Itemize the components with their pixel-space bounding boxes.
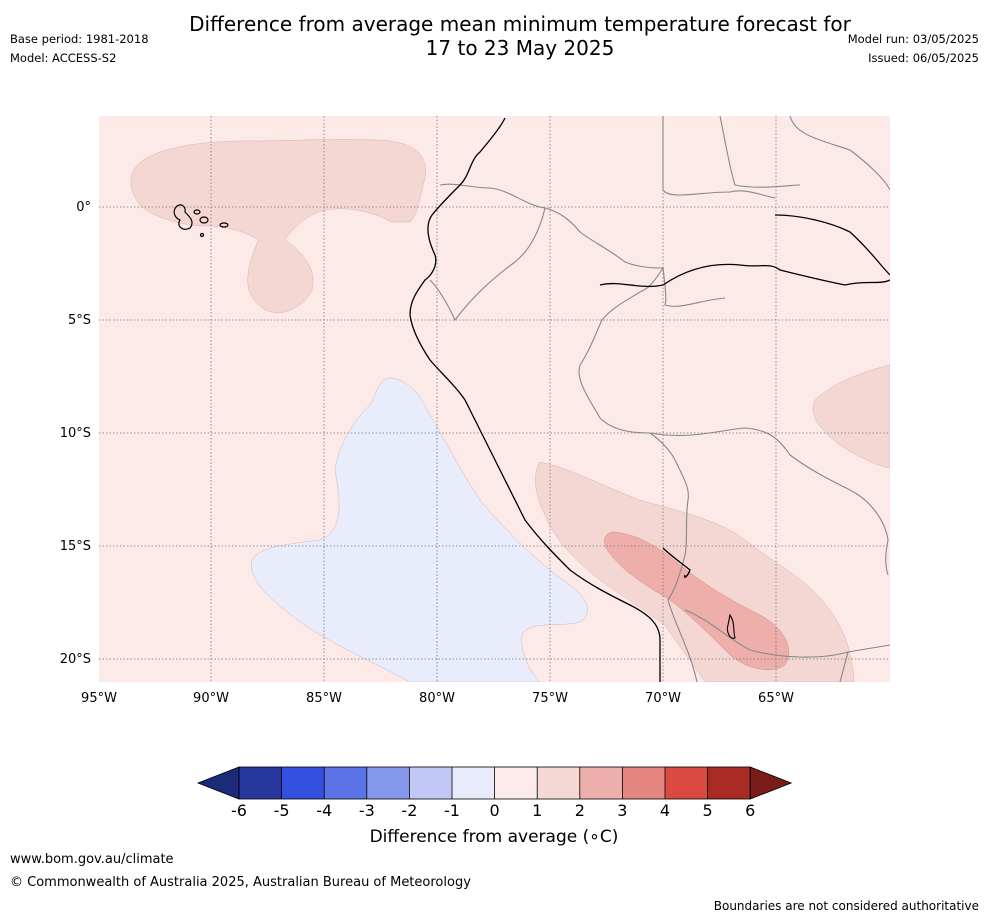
- lon-label: 75°W: [532, 691, 568, 706]
- colorbar-tick-label: 4: [660, 801, 670, 820]
- colorbar-swatch: [537, 767, 580, 799]
- colorbar-swatch: [665, 767, 708, 799]
- colorbar-tick-label: -6: [231, 801, 247, 820]
- model-name-text: Model: ACCESS-S2: [10, 51, 117, 65]
- colorbar-tick-label: -2: [401, 801, 417, 820]
- lon-label: 65°W: [758, 691, 794, 706]
- warm-anomaly-region-east: [812, 364, 890, 469]
- website-url: www.bom.gov.au/climate: [10, 852, 174, 867]
- colorbar-swatch: [324, 767, 367, 799]
- colorbar-swatch: [579, 767, 623, 799]
- colorbar-tick-label: -5: [274, 801, 290, 820]
- galapagos-islands: [173, 204, 229, 238]
- colorbar-swatch: [409, 767, 452, 799]
- issued-date-text: Issued: 06/05/2025: [868, 51, 979, 65]
- colorbar-swatch: [281, 767, 325, 799]
- colorbar-ticks: -6 -5 -4 -3 -2 -1 0 1 2 3 4 5 6: [231, 767, 755, 820]
- lat-label: 15°S: [60, 539, 91, 554]
- colorbar-swatch: [622, 767, 665, 799]
- colorbar-tick-label: 1: [532, 801, 542, 820]
- colorbar-tick-label: 0: [490, 801, 500, 820]
- colorbar-swatch: [452, 767, 495, 799]
- graticule: [99, 116, 890, 682]
- colorbar-tick-label: 5: [703, 801, 713, 820]
- forecast-map: 95°W 90°W 85°W 80°W 75°W 70°W 65°W 0° 5°…: [60, 116, 890, 706]
- copyright-text: © Commonwealth of Australia 2025, Austra…: [10, 875, 471, 890]
- colorbar-title: Difference from average (∘C): [369, 827, 619, 847]
- colorbar-swatch: [239, 767, 282, 799]
- colorbar-tick-label: -3: [359, 801, 375, 820]
- lon-label: 85°W: [306, 691, 342, 706]
- colorbar-swatch: [494, 767, 538, 799]
- country-borders: [429, 116, 890, 682]
- disclaimer-text: Boundaries are not considered authoritat…: [713, 899, 979, 913]
- colorbar-tick-label: -1: [444, 801, 460, 820]
- colorbar-under-arrow: [196, 766, 240, 800]
- colorbar: -6 -5 -4 -3 -2 -1 0 1 2 3 4 5 6: [196, 766, 793, 820]
- coastline: [409, 117, 890, 682]
- colorbar-over-arrow: [749, 766, 793, 800]
- colorbar-tick-label: 2: [575, 801, 585, 820]
- base-period-text: Base period: 1981-2018: [10, 32, 149, 46]
- lon-label: 95°W: [81, 691, 117, 706]
- lake-titicaca: [726, 613, 736, 639]
- map-title: Difference from average mean minimum tem…: [189, 12, 851, 60]
- colorbar-tick-label: 3: [617, 801, 627, 820]
- lat-label: 5°S: [68, 313, 91, 328]
- lon-label: 80°W: [419, 691, 455, 706]
- lon-label: 90°W: [193, 691, 229, 706]
- lat-label: 0°: [76, 200, 91, 215]
- colorbar-tick-label: -4: [316, 801, 332, 820]
- colorbar-swatch: [707, 767, 751, 799]
- warm-anomaly-region-galapagos: [130, 139, 426, 314]
- cool-anomaly-region: [251, 377, 588, 682]
- colorbar-swatch: [366, 767, 410, 799]
- warm-anomaly-core: [604, 531, 790, 670]
- model-run-text: Model run: 03/05/2025: [847, 32, 979, 46]
- colorbar-tick-label: 6: [745, 801, 755, 820]
- lat-label: 10°S: [60, 426, 91, 441]
- lat-label: 20°S: [60, 652, 91, 667]
- lon-label: 70°W: [645, 691, 681, 706]
